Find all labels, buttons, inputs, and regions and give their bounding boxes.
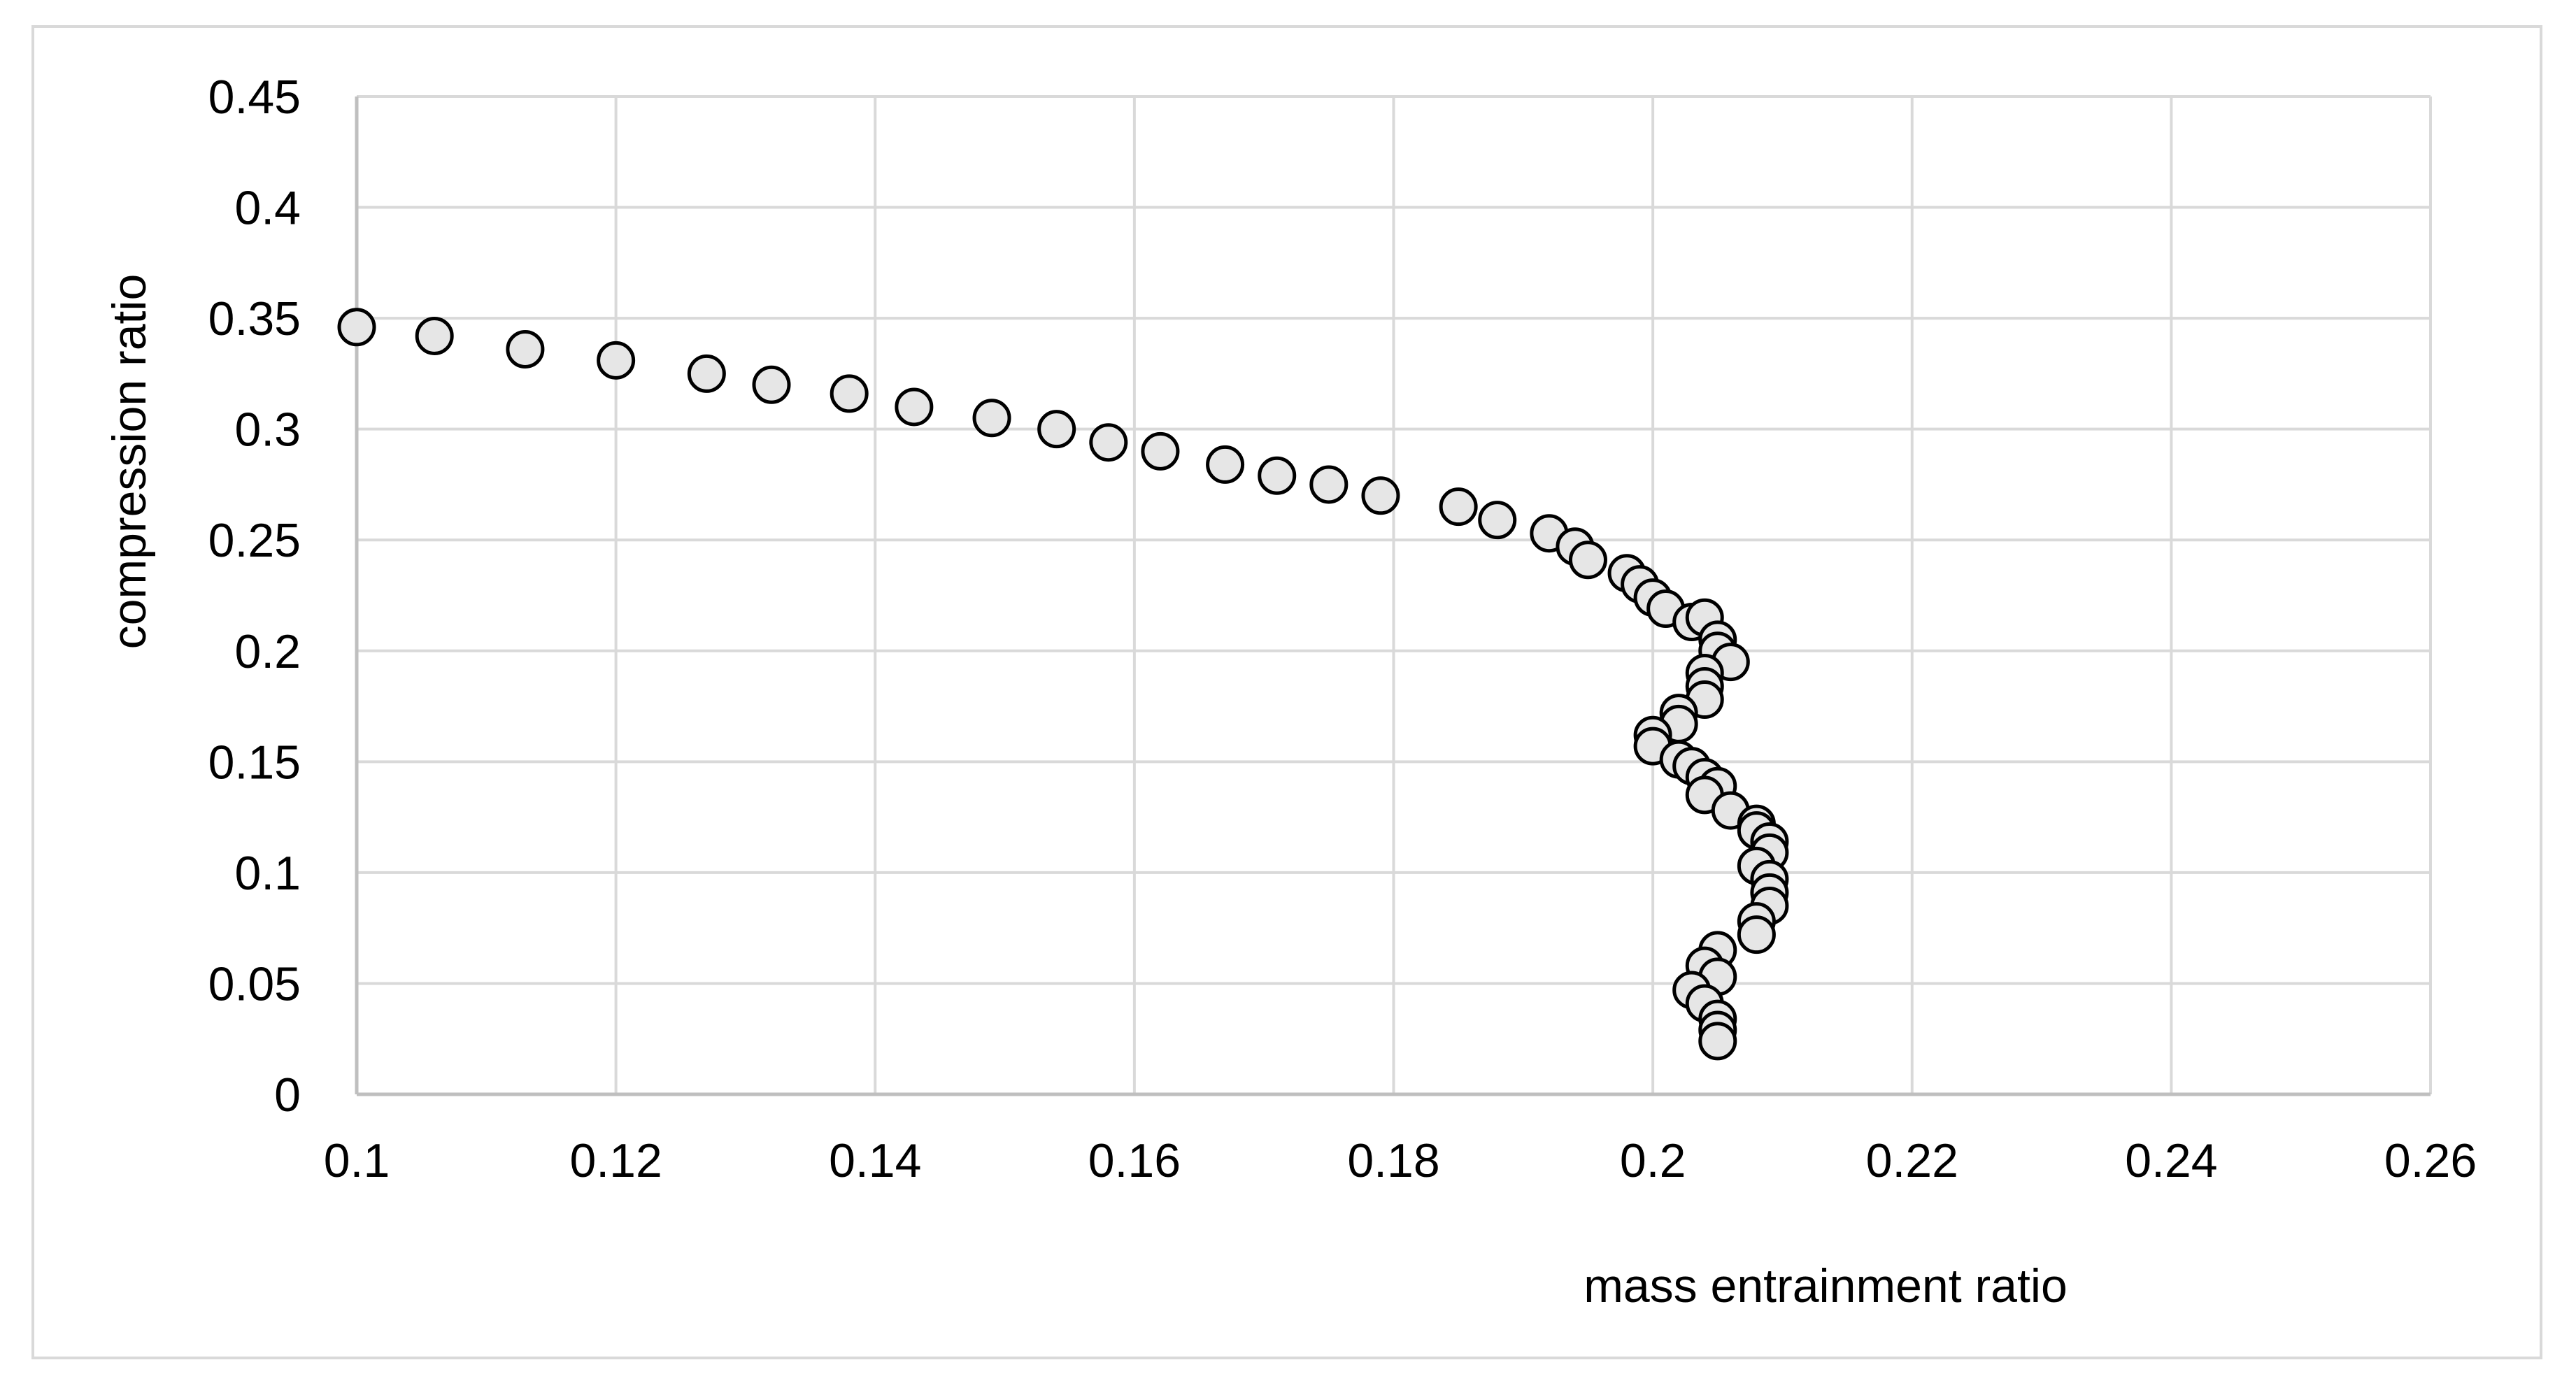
y-tick-label: 0.4 xyxy=(234,182,301,235)
data-point xyxy=(752,365,791,404)
data-point xyxy=(1568,541,1607,580)
axes xyxy=(355,96,2431,1096)
x-tick-label: 0.12 xyxy=(569,1134,662,1187)
data-point xyxy=(972,399,1011,438)
y-axis-title: compression ratio xyxy=(103,274,156,650)
x-axis-tick-labels: 0.1 0.12 0.14 0.16 0.18 0.2 0.22 0.24 0.26 xyxy=(324,1134,2477,1187)
y-tick-label: 0.45 xyxy=(208,71,301,124)
data-point xyxy=(1439,487,1478,527)
y-tick-label: 0.05 xyxy=(208,957,301,1010)
data-point xyxy=(597,341,636,380)
y-tick-label: 0.2 xyxy=(234,625,301,678)
y-tick-label: 0.25 xyxy=(208,514,301,567)
data-point xyxy=(1037,410,1076,449)
data-point xyxy=(337,308,376,347)
data-point xyxy=(415,316,454,355)
data-point xyxy=(1309,465,1349,504)
data-point xyxy=(830,374,869,413)
data-point xyxy=(1478,501,1517,540)
x-axis-title: mass entrainment ratio xyxy=(1584,1259,2068,1312)
x-tick-label: 0.24 xyxy=(2125,1134,2217,1187)
data-point xyxy=(1361,476,1400,515)
x-tick-label: 0.14 xyxy=(829,1134,921,1187)
x-tick-label: 0.1 xyxy=(324,1134,390,1187)
grid-lines xyxy=(355,95,2432,1094)
y-tick-label: 0.35 xyxy=(208,292,301,345)
data-point xyxy=(1206,445,1245,484)
chart-frame xyxy=(31,25,2542,1359)
x-tick-label: 0.26 xyxy=(2384,1134,2477,1187)
x-tick-label: 0.22 xyxy=(1866,1134,1958,1187)
x-tick-label: 0.16 xyxy=(1088,1134,1181,1187)
y-tick-label: 0.15 xyxy=(208,736,301,789)
data-point xyxy=(1089,423,1128,462)
y-axis-tick-labels: 0 0.05 0.1 0.15 0.2 0.25 0.3 0.35 0.4 0.45 xyxy=(208,71,301,1122)
y-tick-label: 0.3 xyxy=(234,403,301,457)
data-points xyxy=(337,308,1789,1061)
data-point xyxy=(1737,915,1776,954)
data-point xyxy=(1141,431,1180,471)
data-point xyxy=(895,387,934,427)
data-point xyxy=(1698,1022,1737,1061)
x-tick-label: 0.2 xyxy=(1620,1134,1686,1187)
x-tick-label: 0.18 xyxy=(1347,1134,1439,1187)
data-point xyxy=(506,330,545,369)
data-point xyxy=(687,354,726,393)
data-point xyxy=(1258,456,1297,495)
y-tick-label: 0.1 xyxy=(234,847,301,900)
y-tick-label: 0 xyxy=(274,1068,301,1122)
